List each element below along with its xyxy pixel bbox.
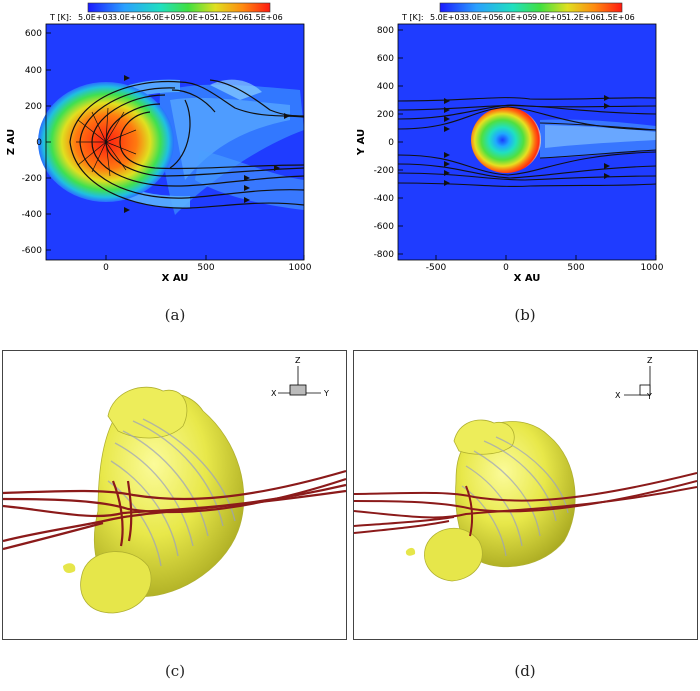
caption-b: (b) [514,306,536,324]
panel-b: T [K]: 5.0E+03 3.0E+05 6.0E+05 9.0E+05 1… [350,0,700,300]
colorbar-tick-a: 5.0E+03 [78,13,113,22]
axis-z-c: Z [295,356,301,365]
axis-z-d: Z [647,356,653,365]
panel-d-render: Z X Y [353,356,698,582]
panel-b-plot: T [K]: 5.0E+03 3.0E+05 6.0E+05 9.0E+05 1… [356,2,664,284]
colorbar-tick-a: 1.2E+06 [214,13,249,22]
ytick-a: 200 [25,102,42,112]
ylabel-a: Z AU [6,129,17,155]
colorbar-label-a: T [K]: [49,13,72,22]
ytick-b: -800 [374,250,395,260]
ylabel-b: Y AU [356,129,367,156]
colorbar-b [439,2,623,13]
colorbar-tick-a: 9.0E+05 [180,13,215,22]
caption-a: (a) [164,306,186,324]
ytick-b: 0 [388,138,394,148]
colorbar-tick-b: 3.0E+05 [464,13,499,22]
ytick-b: 600 [377,54,394,64]
axis-x-c: X [271,389,277,398]
ytick-b: 400 [377,82,394,92]
panel-a-plot: T [K]: 5.0E+03 3.0E+05 6.0E+05 9.0E+05 1… [6,2,312,284]
xtick-b: 500 [567,263,584,273]
axis-triad-d [624,366,651,396]
panel-c-render: Z X Y [2,356,347,614]
caption-c: (c) [164,662,186,680]
field-lines-d [353,472,698,537]
colorbar-tick-a: 6.0E+05 [146,13,181,22]
colorbar-a [87,2,271,13]
xlabel-b: X AU [514,273,541,284]
ytick-a: -600 [22,246,43,256]
ytick-b: -600 [374,222,395,232]
colorbar-tick-b: 6.0E+05 [498,13,533,22]
xtick-a: 0 [103,263,109,273]
xtick-a: 500 [197,263,214,273]
ytick-b: 200 [377,110,394,120]
isosurface-c [93,392,245,597]
xtick-a: 1000 [289,263,312,273]
panel-c: Z X Y [2,350,347,640]
colorbar-tick-b: 9.0E+05 [532,13,567,22]
caption-d: (d) [514,662,536,680]
xtick-b: 1000 [641,263,664,273]
panel-a: T [K]: 5.0E+03 3.0E+05 6.0E+05 9.0E+05 1… [0,0,350,300]
colorbar-tick-a: 1.5E+06 [248,13,283,22]
axis-y-c: Y [323,389,329,398]
ytick-b: -400 [374,194,395,204]
colorbar-tick-b: 5.0E+03 [430,13,465,22]
ytick-b: 800 [377,26,394,36]
field-lines-c [2,469,347,551]
axis-y-d: Y [646,392,652,401]
ytick-a: -200 [22,174,43,184]
colorbar-label-b: T [K]: [401,13,424,22]
streamlines-b [397,97,657,188]
xtick-b: 0 [503,263,509,273]
ytick-b: -200 [374,166,395,176]
colorbar-tick-b: 1.5E+06 [600,13,635,22]
panel-d: Z X Y [353,350,698,640]
colorbar-tick-a: 3.0E+05 [112,13,147,22]
axis-x-d: X [615,391,621,400]
xtick-b: -500 [426,263,447,273]
ytick-a: 0 [36,138,42,148]
heliosphere-b [471,107,541,173]
ytick-a: 600 [25,29,42,39]
axis-triad-c [278,366,321,396]
colorbar-tick-b: 1.2E+06 [566,13,601,22]
ytick-a: 400 [25,66,42,76]
xlabel-a: X AU [162,273,189,284]
ytick-a: -400 [22,210,43,220]
